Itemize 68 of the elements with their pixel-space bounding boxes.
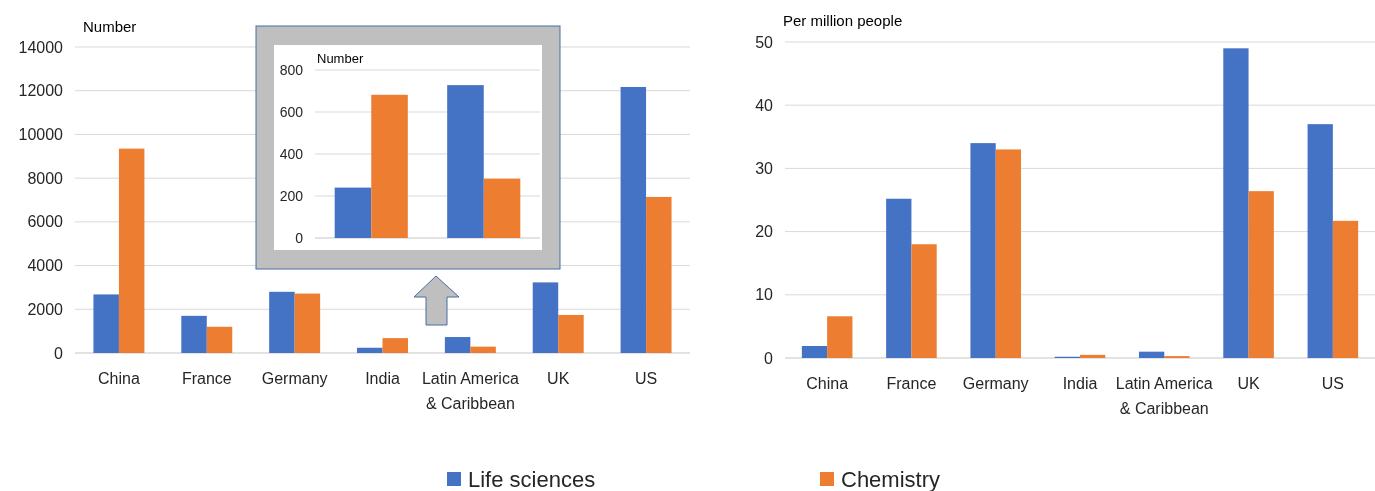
- x-tick-label: UK: [1237, 375, 1261, 392]
- bar: [447, 85, 484, 238]
- x-tick-label: France: [886, 375, 937, 392]
- bar: [620, 87, 647, 353]
- y-tick-label: 12000: [18, 82, 64, 100]
- y-tick-label: 6000: [27, 213, 64, 231]
- y-tick-label: 400: [279, 145, 304, 162]
- bar: [1080, 354, 1106, 358]
- x-tick-label: China: [98, 370, 140, 387]
- y-tick-label: 8000: [27, 169, 64, 187]
- bar: [334, 187, 372, 238]
- x-tick-label: China: [806, 375, 849, 392]
- y-tick-label: 200: [279, 187, 304, 204]
- x-tick-label: India: [1062, 375, 1098, 392]
- bar: [1223, 48, 1249, 358]
- bar: [911, 244, 937, 358]
- bar: [357, 347, 383, 353]
- y-tick-label: 0: [54, 344, 64, 362]
- bar: [118, 148, 145, 353]
- y-tick-label: 800: [279, 61, 304, 78]
- bar: [646, 196, 672, 353]
- bar: [1248, 191, 1274, 358]
- bar: [886, 198, 912, 358]
- bar: [1332, 220, 1359, 358]
- y-tick-label: 20: [755, 223, 774, 241]
- y-tick-label: 4000: [27, 257, 64, 275]
- legend-label: Chemistry: [841, 467, 941, 491]
- y-tick-label: 50: [755, 33, 774, 51]
- y-axis-title: Per million people: [783, 12, 903, 29]
- bar: [269, 291, 295, 353]
- y-tick-label: 40: [755, 96, 774, 114]
- y-tick-label: 0: [295, 229, 304, 246]
- bar: [532, 282, 559, 353]
- x-tick-label: India: [365, 370, 400, 387]
- bar: [382, 338, 408, 353]
- y-tick-label: 14000: [18, 38, 64, 56]
- bar: [470, 346, 496, 353]
- bar: [444, 337, 471, 353]
- bar: [181, 315, 207, 353]
- bar: [294, 293, 321, 353]
- bar: [970, 143, 996, 358]
- bar: [93, 294, 119, 353]
- bar: [801, 345, 828, 358]
- bar: [995, 149, 1021, 358]
- y-tick-label: 600: [279, 103, 304, 120]
- y-tick-label: 10: [755, 286, 774, 304]
- x-tick-label: Germany: [261, 370, 328, 387]
- x-tick-label: Germany: [962, 375, 1029, 392]
- y-tick-label: 30: [755, 160, 774, 178]
- x-tick-label: Latin America & Caribbean: [1115, 375, 1213, 417]
- x-tick-label: UK: [547, 370, 570, 387]
- y-tick-label: 2000: [27, 300, 64, 318]
- y-tick-label: 0: [764, 349, 774, 367]
- bar: [827, 316, 853, 358]
- x-tick-label: France: [181, 370, 232, 387]
- x-tick-label: Latin America & Caribbean: [421, 370, 519, 412]
- bar: [558, 314, 584, 353]
- x-tick-label: US: [1321, 375, 1344, 392]
- y-tick-label: 10000: [18, 126, 64, 144]
- bar: [371, 94, 408, 238]
- x-tick-label: US: [634, 370, 658, 387]
- bar: [206, 326, 233, 353]
- bar: [1307, 124, 1333, 358]
- y-axis-title: Number: [317, 51, 364, 66]
- bar: [1139, 351, 1165, 358]
- legend-label: Life sciences: [468, 467, 596, 491]
- y-axis-title: Number: [83, 18, 137, 35]
- bar: [483, 178, 521, 238]
